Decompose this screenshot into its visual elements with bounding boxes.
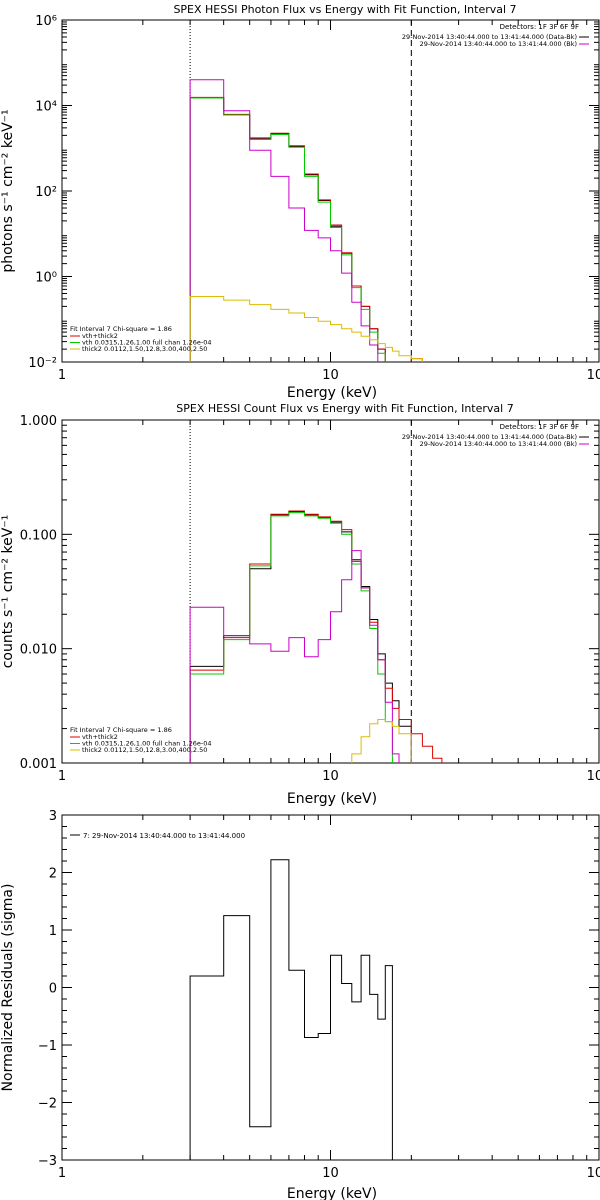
- residuals-panel: Energy (keV) Normalized Residuals (sigma…: [0, 809, 600, 1200]
- count-flux-x-tick-label: 1: [58, 769, 66, 784]
- photon-flux-y-tick-label: 10⁴: [35, 100, 57, 115]
- residuals-y-tick-label: 1: [49, 924, 57, 939]
- count-flux-fit-legend-text: thick2 0.0112,1.50,12.8,3.00,400,2.50: [82, 746, 207, 754]
- residuals-y-tick-label: −1: [38, 1039, 57, 1054]
- residuals-series-0: [189, 859, 393, 1160]
- photon-flux-y-tick-label: 10²: [35, 185, 57, 200]
- photon-flux-data-group: [189, 79, 423, 362]
- photon-flux-series-4: [189, 296, 423, 362]
- count-flux-series-1: [189, 510, 443, 763]
- count-flux-title: SPEX HESSI Count Flux vs Energy with Fit…: [176, 402, 513, 415]
- count-flux-x-label: Energy (keV): [287, 791, 377, 807]
- photon-flux-fit-legend-text: vth+thick2: [82, 332, 118, 340]
- residuals-x-label: Energy (keV): [287, 1186, 377, 1200]
- count-flux-interval-legend-text: 29-Nov-2014 13:40:44.000 to 13:41:44.000…: [420, 440, 577, 448]
- residuals-y-tick-label: 2: [49, 867, 57, 882]
- count-flux-x-tick-label: 100: [587, 769, 600, 784]
- residuals-legend-text: 7: 29-Nov-2014 13:40:44.000 to 13:41:44.…: [83, 832, 245, 840]
- residuals-y-tick-label: −2: [38, 1097, 57, 1112]
- photon-flux-y-tick-label: 10⁰: [35, 271, 57, 286]
- residuals-x-tick-label: 10: [322, 1166, 339, 1181]
- residuals-y-label: Normalized Residuals (sigma): [0, 884, 16, 1092]
- photon-flux-panel: SPEX HESSI Photon Flux vs Energy with Fi…: [0, 3, 600, 401]
- photon-flux-fit-legend-title: Fit Interval 7 Chi-square = 1.86: [70, 325, 172, 333]
- count-flux-fit-legend-text: vth 0.0315,1.26,1.00 full chan 1.26e-04: [82, 740, 212, 748]
- count-flux-series-4: [351, 719, 412, 763]
- count-flux-data-group: [189, 510, 443, 763]
- photon-flux-fit-legend-text: thick2 0.0112,1.50,12.8,3.00,400,2.50: [82, 345, 207, 353]
- photon-flux-x-label: Energy (keV): [287, 385, 377, 401]
- count-flux-series-3: [189, 550, 400, 763]
- count-flux-y-tick-label: 0.100: [20, 528, 57, 543]
- photon-flux-title: SPEX HESSI Photon Flux vs Energy with Fi…: [173, 3, 516, 16]
- photon-flux-x-tick-label: 100: [587, 368, 600, 383]
- count-flux-y-tick-label: 1.000: [20, 414, 57, 429]
- count-flux-y-tick-label: 0.001: [20, 757, 57, 772]
- count-flux-detectors-label: Detectors: 1F 3F 6F 9F: [500, 423, 579, 431]
- photon-flux-fit-legend-text: vth 0.0315,1.26,1.00 full chan 1.26e-04: [82, 339, 212, 347]
- photon-flux-interval-legend-text: 29-Nov-2014 13:40:44.000 to 13:41:44.000…: [402, 33, 577, 41]
- residuals-y-tick-label: 3: [49, 809, 57, 824]
- photon-flux-y-tick-label: 10⁶: [35, 14, 57, 29]
- photon-flux-plot-frame: [61, 19, 600, 363]
- photon-flux-y-label: photons s⁻¹ cm⁻² keV⁻¹: [0, 109, 16, 272]
- count-flux-fit-legend-text: vth+thick2: [82, 733, 118, 741]
- photon-flux-y-tick-label: 10⁻²: [28, 356, 57, 371]
- count-flux-x-tick-label: 10: [322, 769, 339, 784]
- photon-flux-x-tick-label: 1: [58, 368, 66, 383]
- residuals-x-tick-label: 1: [58, 1166, 66, 1181]
- photon-flux-series-3: [189, 79, 379, 362]
- count-flux-interval-legend-text: 29-Nov-2014 13:40:44.000 to 13:41:44.000…: [402, 433, 577, 441]
- count-flux-fit-legend-title: Fit Interval 7 Chi-square = 1.86: [70, 726, 172, 734]
- residuals-data-group: [189, 859, 393, 1160]
- photon-flux-x-tick-label: 10: [322, 368, 339, 383]
- residuals-y-tick-label: 0: [49, 982, 57, 997]
- count-flux-panel: SPEX HESSI Count Flux vs Energy with Fit…: [0, 402, 600, 807]
- photon-flux-detectors-label: Detectors: 1F 3F 6F 9F: [500, 23, 579, 31]
- photon-flux-interval-legend-text: 29-Nov-2014 13:40:44.000 to 13:41:44.000…: [420, 40, 577, 48]
- count-flux-y-label: counts s⁻¹ cm⁻² keV⁻¹: [0, 515, 16, 669]
- count-flux-y-tick-label: 0.010: [20, 643, 57, 658]
- count-flux-plot-frame: [61, 419, 600, 764]
- residuals-y-tick-label: −3: [38, 1154, 57, 1169]
- photon-flux-series-2: [189, 97, 386, 362]
- residuals-x-tick-label: 100: [587, 1166, 600, 1181]
